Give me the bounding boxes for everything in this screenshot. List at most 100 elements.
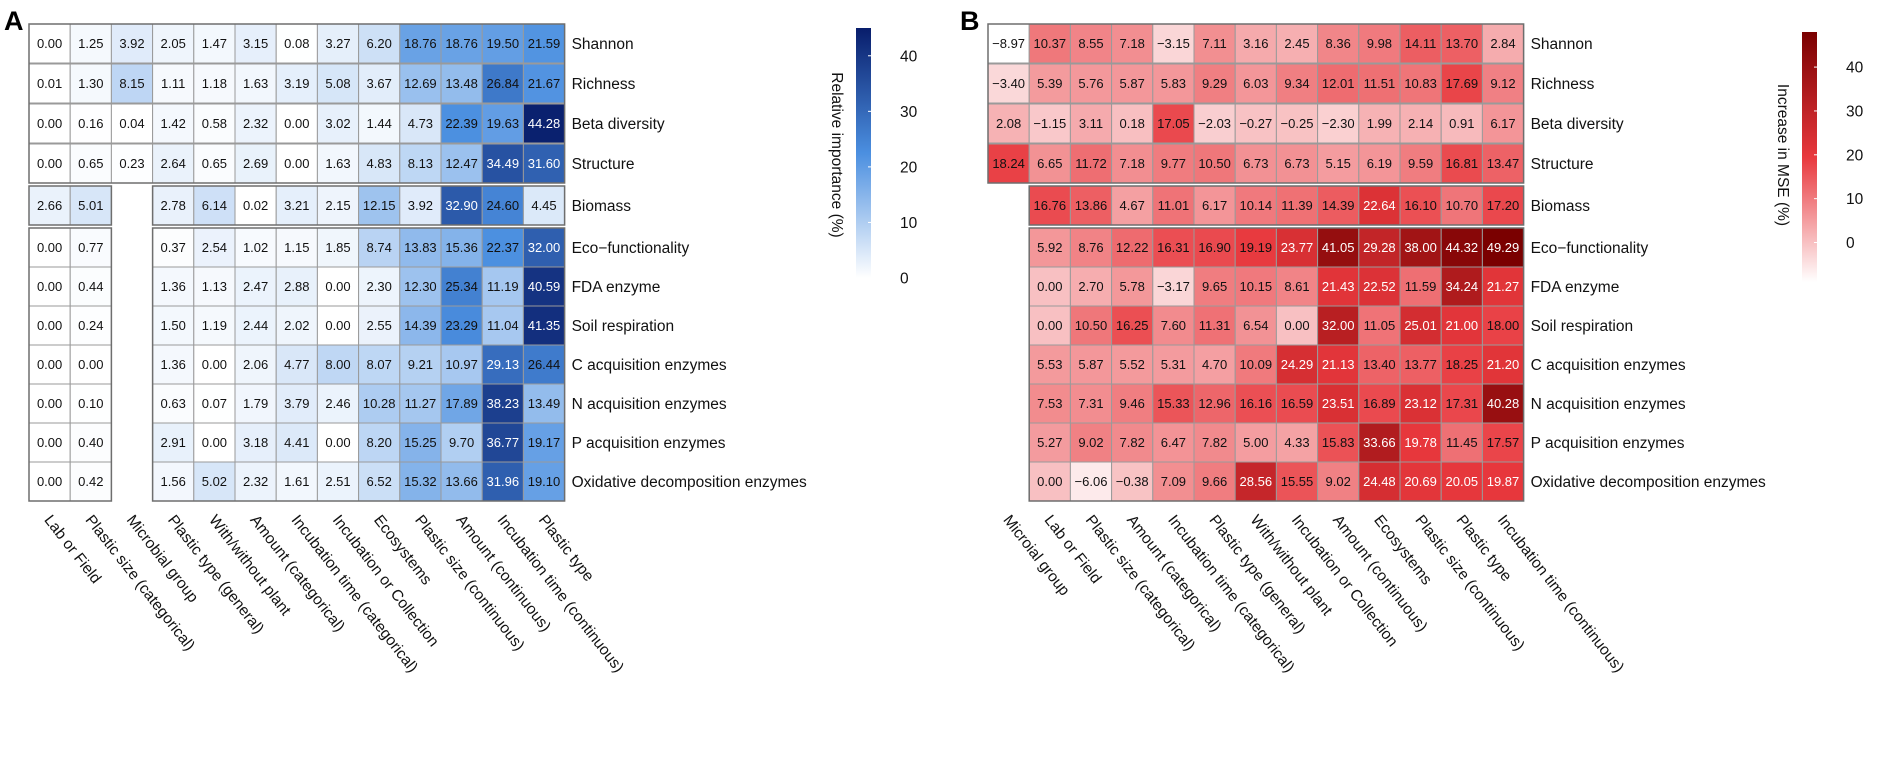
cell-value-label: 12.15 xyxy=(363,198,396,213)
row-label: Shannon xyxy=(1531,36,1593,53)
heatmap-cell xyxy=(440,344,483,385)
cell-value-label: 32.00 xyxy=(528,240,561,255)
cell-value-label: 6.03 xyxy=(1243,76,1268,91)
cell-value-label: 16.31 xyxy=(1157,240,1190,255)
cell-value-label: 2.91 xyxy=(161,435,186,450)
cell-value-label: 9.98 xyxy=(1367,36,1392,51)
cell-value-label: 36.77 xyxy=(487,435,520,450)
cell-value-label: 9.70 xyxy=(449,435,474,450)
cell-value-label: 31.96 xyxy=(487,474,520,489)
cell-value-label: 6.73 xyxy=(1243,156,1268,171)
cell-value-label: 16.16 xyxy=(1240,396,1273,411)
cell-value-label: 1.47 xyxy=(202,36,227,51)
heatmap-cell xyxy=(234,63,277,104)
heatmap-cell xyxy=(1399,227,1442,268)
heatmap-cell xyxy=(316,461,360,502)
heatmap-cell xyxy=(275,266,318,307)
heatmap-cell xyxy=(1275,23,1319,64)
row-label: Beta diversity xyxy=(572,116,665,133)
cell-value-label: 10.09 xyxy=(1240,357,1273,372)
cell-value-label: −2.30 xyxy=(1322,116,1355,131)
heatmap-cell xyxy=(1440,461,1483,502)
heatmap-cell xyxy=(1317,23,1360,64)
cell-value-label: 9.59 xyxy=(1408,156,1433,171)
cell-value-label: 6.17 xyxy=(1490,116,1515,131)
cell-value-label: 19.63 xyxy=(487,116,520,131)
heatmap-cell xyxy=(358,23,401,64)
cell-value-label: 2.84 xyxy=(1490,36,1515,51)
cell-value-label: 34.49 xyxy=(487,156,520,171)
cell-value-label: 20.05 xyxy=(1446,474,1479,489)
cell-value-label: 12.69 xyxy=(404,76,437,91)
cell-value-label: 25.01 xyxy=(1404,318,1437,333)
heatmap-cell xyxy=(1399,422,1442,463)
cell-value-label: 0.42 xyxy=(78,474,103,489)
heatmap-cell xyxy=(1111,266,1154,307)
heatmap-block-border xyxy=(151,185,566,226)
cell-value-label: 17.57 xyxy=(1487,435,1520,450)
cell-value-label: 0.00 xyxy=(202,357,227,372)
heatmap-block-border xyxy=(151,227,566,502)
heatmap-cell xyxy=(1440,422,1483,463)
heatmap-cell xyxy=(1069,344,1113,385)
cell-value-label: 7.53 xyxy=(1037,396,1062,411)
heatmap-cell xyxy=(1358,185,1401,226)
cell-value-label: 3.92 xyxy=(408,198,433,213)
cell-value-label: 7.82 xyxy=(1120,435,1145,450)
cell-value-label: 11.39 xyxy=(1281,198,1313,213)
heatmap-cell xyxy=(1481,266,1525,307)
panel-a-heatmap: A 0.00 1.25 3.92 2.05 1.47 3.15 0.08 3.27 6.20 18.… xyxy=(4,6,918,676)
cell-value-label: 2.02 xyxy=(284,318,309,333)
heatmap-cell xyxy=(1440,63,1483,104)
legend-tick-label: 0 xyxy=(1846,235,1855,252)
panel-b-heatmap: B −8.97 10.37 8.55 7.18 −3.15 7.11 3.16 2.45 8.36… xyxy=(960,6,1864,676)
heatmap-cell xyxy=(1440,23,1483,64)
cell-value-label: 2.08 xyxy=(996,116,1021,131)
row-label: Eco−functionality xyxy=(1531,240,1649,257)
cell-value-label: −3.17 xyxy=(1157,279,1190,294)
cell-value-label: 21.59 xyxy=(528,36,561,51)
heatmap-cell xyxy=(1317,103,1360,144)
cell-value-label: 21.00 xyxy=(1446,318,1479,333)
cell-value-label: 4.77 xyxy=(284,357,309,372)
cell-value-label: 38.00 xyxy=(1404,240,1437,255)
row-label: N acquisition enzymes xyxy=(572,396,727,413)
cell-value-label: 19.17 xyxy=(528,435,561,450)
cell-value-label: 15.25 xyxy=(404,435,437,450)
cell-value-label: 0.00 xyxy=(37,396,62,411)
cell-value-label: 0.00 xyxy=(1284,318,1309,333)
cell-value-label: 10.83 xyxy=(1404,76,1437,91)
cell-value-label: −8.97 xyxy=(992,36,1025,51)
cell-value-label: 9.02 xyxy=(1078,435,1103,450)
cell-value-label: 2.47 xyxy=(243,279,268,294)
heatmap-cell xyxy=(1111,103,1154,144)
cell-value-label: 2.06 xyxy=(243,357,268,372)
cell-value-label: 1.02 xyxy=(243,240,268,255)
cell-value-label: 0.00 xyxy=(37,435,62,450)
heatmap-cell xyxy=(110,103,154,144)
heatmap-cell xyxy=(399,461,442,502)
cell-value-label: 22.37 xyxy=(487,240,520,255)
legend-tick-label: 40 xyxy=(900,48,918,65)
heatmap-cell xyxy=(1111,305,1154,346)
heatmap-cell xyxy=(1028,305,1071,346)
cell-value-label: 6.54 xyxy=(1243,318,1268,333)
heatmap-cell xyxy=(481,63,524,104)
cell-value-label: 4.33 xyxy=(1284,435,1309,450)
cell-value-label: 0.00 xyxy=(325,435,350,450)
cell-value-label: 6.47 xyxy=(1161,435,1186,450)
cell-value-label: 41.05 xyxy=(1322,240,1355,255)
cell-value-label: −3.15 xyxy=(1157,36,1190,51)
heatmap-cell xyxy=(481,143,524,184)
cell-value-label: 1.36 xyxy=(161,279,186,294)
cell-value-label: 0.00 xyxy=(284,116,309,131)
heatmap-cell xyxy=(358,344,401,385)
panel-label-b: B xyxy=(960,6,980,36)
cell-value-label: 18.24 xyxy=(992,156,1025,171)
heatmap-cell xyxy=(193,383,236,424)
cell-value-label: 5.00 xyxy=(1243,435,1268,450)
cell-value-label: 15.32 xyxy=(404,474,437,489)
heatmap-cell xyxy=(1358,63,1401,104)
cell-value-label: 5.27 xyxy=(1037,435,1062,450)
